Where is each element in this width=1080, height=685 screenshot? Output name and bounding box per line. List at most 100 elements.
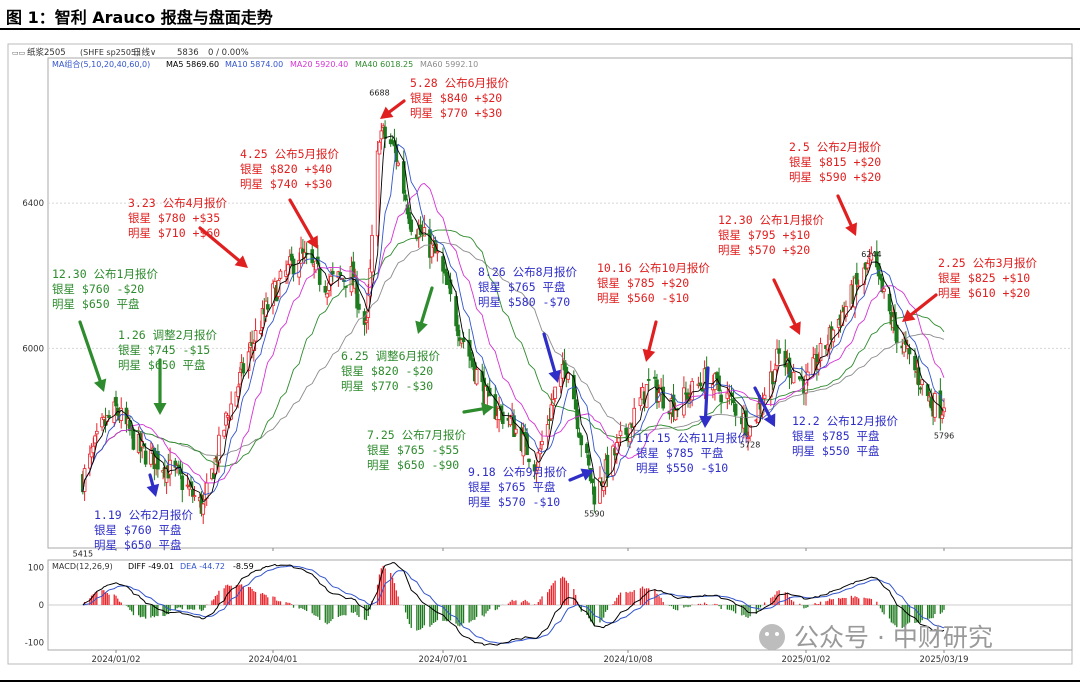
annotation-line: 明星 $590 +$20 bbox=[789, 170, 881, 184]
candle-body bbox=[894, 324, 899, 344]
candle-body bbox=[777, 348, 781, 354]
macd-legend-label: MACD(12,26,9) bbox=[52, 562, 113, 571]
candle-body bbox=[364, 320, 369, 323]
candle-body bbox=[422, 227, 427, 237]
candle-body bbox=[192, 495, 197, 498]
candle bbox=[278, 268, 283, 280]
x-tick-label: 2025/01/02 bbox=[782, 655, 831, 665]
annotation-line: 4.25 公布5月报价 bbox=[240, 147, 340, 161]
candle-body bbox=[95, 430, 99, 435]
candle-body bbox=[553, 386, 557, 399]
annotation-line: 明星 $770 -$30 bbox=[341, 379, 433, 393]
figure-title: 图 1：智利 Arauco 报盘与盘面走势 bbox=[6, 8, 273, 27]
candle-body bbox=[187, 486, 192, 490]
annotation-line: 银星 $745 -$15 bbox=[118, 343, 210, 357]
candle bbox=[527, 458, 531, 469]
annotation-line: 明星 $570 +$20 bbox=[718, 243, 810, 257]
candle-body bbox=[916, 367, 921, 386]
candle-body bbox=[618, 430, 623, 437]
annotation-line: 3.23 公布4月报价 bbox=[128, 196, 228, 210]
candle-body bbox=[775, 348, 779, 366]
candle bbox=[409, 216, 414, 236]
annotation-arrow-head bbox=[380, 106, 394, 119]
candle-body bbox=[698, 382, 703, 387]
candle-body bbox=[527, 458, 531, 463]
candle-body bbox=[611, 445, 615, 476]
annotation-line: 明星 $710 +$60 bbox=[128, 226, 220, 240]
candle bbox=[540, 430, 544, 450]
candle-body bbox=[878, 273, 883, 280]
candle-body bbox=[229, 403, 233, 420]
candle bbox=[673, 402, 678, 421]
ma-legend-ma40: MA40 6018.25 bbox=[355, 60, 413, 69]
price-extreme-label: 6688 bbox=[369, 89, 389, 98]
annotation-arrow-shaft bbox=[198, 226, 243, 264]
candle bbox=[748, 425, 752, 442]
candle-body bbox=[586, 454, 591, 466]
x-tick-label: 2024/04/01 bbox=[249, 655, 298, 665]
candle bbox=[551, 389, 556, 415]
annotation-arrow-head bbox=[234, 255, 248, 268]
candle-body bbox=[168, 459, 172, 475]
annotation-line: 明星 $740 +$30 bbox=[240, 177, 332, 191]
candle-body bbox=[534, 470, 539, 475]
candle bbox=[920, 379, 925, 396]
candle-body bbox=[855, 272, 859, 285]
annotation-line: 银星 $820 +$40 bbox=[240, 162, 332, 176]
annotation-line: 10.16 公布10月报价 bbox=[597, 261, 710, 275]
candle-body bbox=[933, 393, 937, 418]
candle-body bbox=[500, 411, 505, 424]
candle bbox=[791, 363, 796, 384]
candle-body bbox=[638, 397, 643, 407]
annotation-arrow-shaft bbox=[78, 320, 103, 386]
candle-body bbox=[731, 399, 736, 404]
annotation-line: 12.30 公布1月报价 bbox=[52, 267, 158, 281]
candle-body bbox=[940, 414, 944, 419]
toolbar-icon: ▭▭ bbox=[12, 49, 25, 57]
annotation-arrow-head bbox=[415, 320, 428, 334]
candle-body bbox=[547, 419, 552, 421]
macd-y-tick-label: 0 bbox=[39, 601, 44, 611]
annotation-arrow-head bbox=[93, 378, 107, 392]
annotation-line: 2.5 公布2月报价 bbox=[789, 140, 882, 154]
annotation-line: 明星 $770 +$30 bbox=[410, 106, 502, 120]
macd-legend-diff: DIFF -49.01 bbox=[128, 562, 174, 571]
candle-body bbox=[907, 348, 912, 355]
annotation-line: 8.26 公布8月报价 bbox=[478, 265, 578, 279]
toolbar-change: 0 / 0.00% bbox=[208, 48, 249, 58]
candle-body bbox=[222, 429, 226, 437]
candle-body bbox=[396, 162, 400, 166]
annotation-arrow-shaft bbox=[462, 406, 487, 414]
candle bbox=[878, 273, 883, 281]
annotation-line: 6.25 调整6月报价 bbox=[341, 349, 441, 363]
candle bbox=[156, 444, 160, 478]
candle-body bbox=[551, 399, 556, 406]
candle-body bbox=[93, 435, 97, 444]
candle-body bbox=[225, 415, 230, 418]
ma-legend-ma10: MA10 5874.00 bbox=[225, 60, 283, 69]
candle bbox=[403, 189, 408, 202]
annotation-line: 银星 $820 -$20 bbox=[341, 364, 433, 378]
candle bbox=[875, 240, 879, 270]
candle bbox=[500, 403, 505, 429]
annotation-arrow-shaft bbox=[419, 286, 434, 327]
annotation-arrow-shaft bbox=[385, 99, 406, 116]
candle bbox=[775, 339, 779, 372]
candle-body bbox=[409, 219, 414, 232]
annotation-line: 明星 $650 平盘 bbox=[118, 358, 206, 372]
candle bbox=[646, 368, 651, 391]
candle bbox=[469, 340, 473, 369]
candle bbox=[579, 433, 584, 458]
candle-body bbox=[278, 270, 283, 279]
candle-body bbox=[913, 356, 917, 371]
annotation-line: 银星 $785 平盘 bbox=[792, 429, 880, 443]
candle bbox=[474, 366, 479, 386]
candle-body bbox=[614, 442, 619, 454]
candle bbox=[95, 423, 99, 442]
price-extreme-label: 5590 bbox=[584, 509, 604, 518]
candle bbox=[265, 297, 270, 313]
annotation-line: 7.25 公布7月报价 bbox=[367, 428, 467, 442]
